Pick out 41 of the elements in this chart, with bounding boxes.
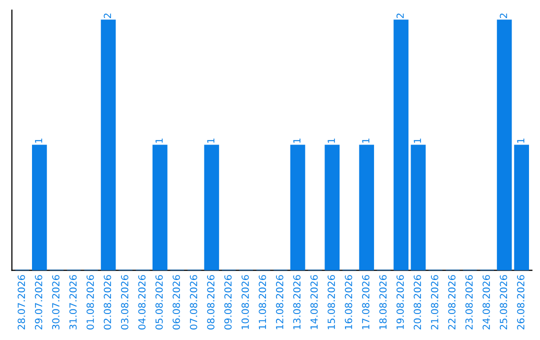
x-tick-label: 21.08.2026 bbox=[430, 275, 438, 330]
x-tick-label: 07.08.2026 bbox=[190, 275, 198, 330]
data-label: 1 bbox=[35, 138, 42, 143]
x-tick-label: 13.08.2026 bbox=[293, 275, 301, 330]
x-tick-label: 23.08.2026 bbox=[465, 275, 473, 330]
x-tick-label: 08.08.2026 bbox=[207, 275, 214, 330]
data-label: 1 bbox=[414, 138, 421, 143]
x-tick-label: 04.08.2026 bbox=[138, 275, 146, 330]
x-tick-label: 16.08.2026 bbox=[344, 275, 352, 330]
x-tick-label: 15.08.2026 bbox=[328, 275, 335, 330]
data-label: 1 bbox=[517, 138, 524, 143]
data-label: 2 bbox=[396, 14, 404, 18]
x-tick-label: 24.08.2026 bbox=[482, 275, 490, 330]
x-tick-label: 28.07.2026 bbox=[18, 275, 26, 330]
data-label: 2 bbox=[500, 14, 508, 18]
x-tick-label: 02.08.2026 bbox=[104, 275, 112, 330]
x-tick-label: 26.08.2026 bbox=[517, 275, 524, 330]
data-label: 1 bbox=[207, 138, 214, 143]
x-tick-label: 30.07.2026 bbox=[52, 275, 60, 330]
x-tick-label: 19.08.2026 bbox=[396, 275, 404, 330]
x-tick-label: 01.08.2026 bbox=[86, 275, 94, 330]
x-tick-label: 31.07.2026 bbox=[69, 275, 77, 330]
data-label: 1 bbox=[362, 138, 370, 143]
data-label: 1 bbox=[328, 138, 335, 143]
x-tick-label: 05.08.2026 bbox=[155, 275, 163, 330]
data-label: 2 bbox=[104, 14, 111, 18]
x-tick-label: 14.08.2026 bbox=[310, 275, 318, 330]
x-tick-label: 12.08.2026 bbox=[276, 275, 284, 330]
x-tick-label: 29.07.2026 bbox=[34, 275, 42, 330]
x-tick-label: 03.08.2026 bbox=[120, 275, 128, 330]
data-label: 1 bbox=[293, 138, 300, 143]
x-tick-label: 25.08.2026 bbox=[500, 275, 508, 330]
x-tick-label: 11.08.2026 bbox=[258, 275, 266, 330]
x-tick-label: 06.08.2026 bbox=[172, 275, 180, 330]
x-tick-label: 10.08.2026 bbox=[242, 275, 249, 330]
x-tick-label: 09.08.2026 bbox=[224, 275, 232, 330]
x-tick-label: 18.08.2026 bbox=[379, 275, 387, 330]
data-label: 1 bbox=[156, 138, 163, 143]
x-tick-label: 20.08.2026 bbox=[414, 275, 422, 330]
x-tick-label: 17.08.2026 bbox=[362, 275, 370, 330]
x-tick-label: 22.08.2026 bbox=[448, 275, 456, 330]
